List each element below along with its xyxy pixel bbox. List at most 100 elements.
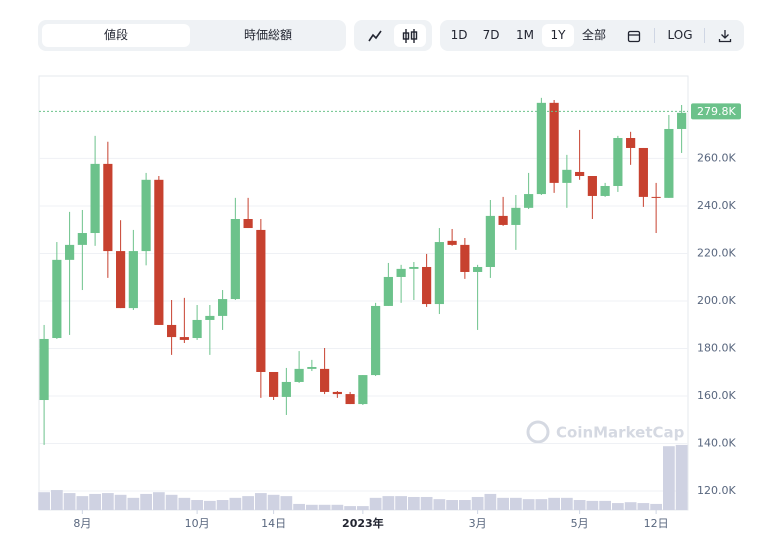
candle-icon [402,29,418,43]
x-tick-label: 2023年 [342,516,384,530]
volume-bar [216,500,229,510]
volume-bar [229,497,242,510]
candle-body [179,337,189,340]
market-cap-button[interactable]: 時価総額 [243,28,292,42]
candle-body [307,366,317,369]
volume-bar [38,492,50,510]
download-icon [718,30,732,43]
volume-bar [114,494,127,510]
volume-bar [611,503,624,510]
range-button[interactable]: 1M [516,28,534,42]
candle-body [39,338,49,401]
volume-bar [191,500,203,510]
volume-bar [586,500,599,510]
candle-body [473,266,483,272]
volume-bar [637,503,650,510]
candle-body [638,147,648,197]
watermark-text: CoinMarketCap [556,424,685,442]
volume-bar [50,490,63,510]
candle-body [345,394,355,405]
candle-body [230,219,240,300]
volume-bar [305,504,318,510]
volume-bar [497,497,509,510]
y-tick-label: 200.0K [697,294,736,307]
candle-body [65,244,75,260]
candle-body [651,196,661,198]
range-button[interactable]: 1D [450,28,468,42]
y-tick-label: 140.0K [697,436,736,449]
x-tick-label: 14日 [261,517,286,530]
volume-bar [382,496,395,510]
candle-body [600,185,610,196]
download-button[interactable] [712,24,738,47]
volume-bar [624,502,637,510]
volume-bar [509,497,522,510]
chart-type-toggle [354,20,432,51]
volume-bar [152,492,165,510]
y-tick-label: 240.0K [697,199,736,212]
candle-body [269,371,279,397]
volume-bar [420,496,433,510]
volume-bar [548,497,560,510]
volume-bar [407,496,420,510]
volume-bar [458,500,471,510]
log-button[interactable]: LOG [667,28,693,42]
volume-bar [484,493,497,510]
candle-body [613,138,623,186]
volume-bar [675,444,688,510]
candle-body [218,299,228,316]
candle-body [103,163,113,252]
candle-body [587,176,597,196]
volume-bar [662,446,675,510]
candle-body [52,259,62,339]
candle-body [422,266,432,305]
volume-bar [178,497,191,510]
volume-bar [331,504,344,510]
volume-bar [63,493,76,510]
candle-body [434,242,444,305]
volume-bar [127,497,140,510]
calendar-button[interactable] [620,24,648,47]
volume-bar [599,500,611,510]
price-button[interactable]: 値段 [42,24,190,47]
volume-bar [76,496,89,510]
x-tick-label: 12日 [644,517,669,530]
volume-bar [140,493,152,510]
candle-body [141,179,151,252]
divider [654,28,655,43]
candle-body [498,215,508,225]
candle-body [205,315,215,320]
candle-body [154,179,164,325]
candle-body [90,163,100,234]
x-tick-label: 3月 [469,517,487,530]
y-tick-label: 120.0K [697,484,736,497]
candle-body [167,324,177,338]
candle-body [409,266,419,269]
calendar-icon [627,30,641,43]
candle-body [383,276,393,306]
x-tick-label: 10月 [185,517,210,530]
y-tick-label: 260.0K [697,151,736,164]
candle-button[interactable] [394,24,426,47]
line-button[interactable] [360,24,390,47]
volume-bar [535,499,548,510]
divider [704,28,705,43]
volume-bar [165,494,178,510]
volume-bar [254,493,267,510]
candle-body [294,368,304,382]
range-button[interactable]: 1Y [542,24,574,47]
range-button[interactable]: 7D [482,28,500,42]
volume-bar [522,499,535,510]
volume-bar [560,497,573,510]
volume-bar [242,496,254,510]
candle-body [447,240,457,245]
watermark: CoinMarketCap [526,420,685,444]
candle-body [332,391,342,395]
volume-bar [203,500,216,510]
candle-body [128,251,138,309]
volume-bar [446,500,458,510]
range-button[interactable]: 全部 [581,28,606,42]
x-tick-label: 5月 [571,517,589,530]
candle-body [677,112,687,129]
volume-bar [650,503,662,510]
